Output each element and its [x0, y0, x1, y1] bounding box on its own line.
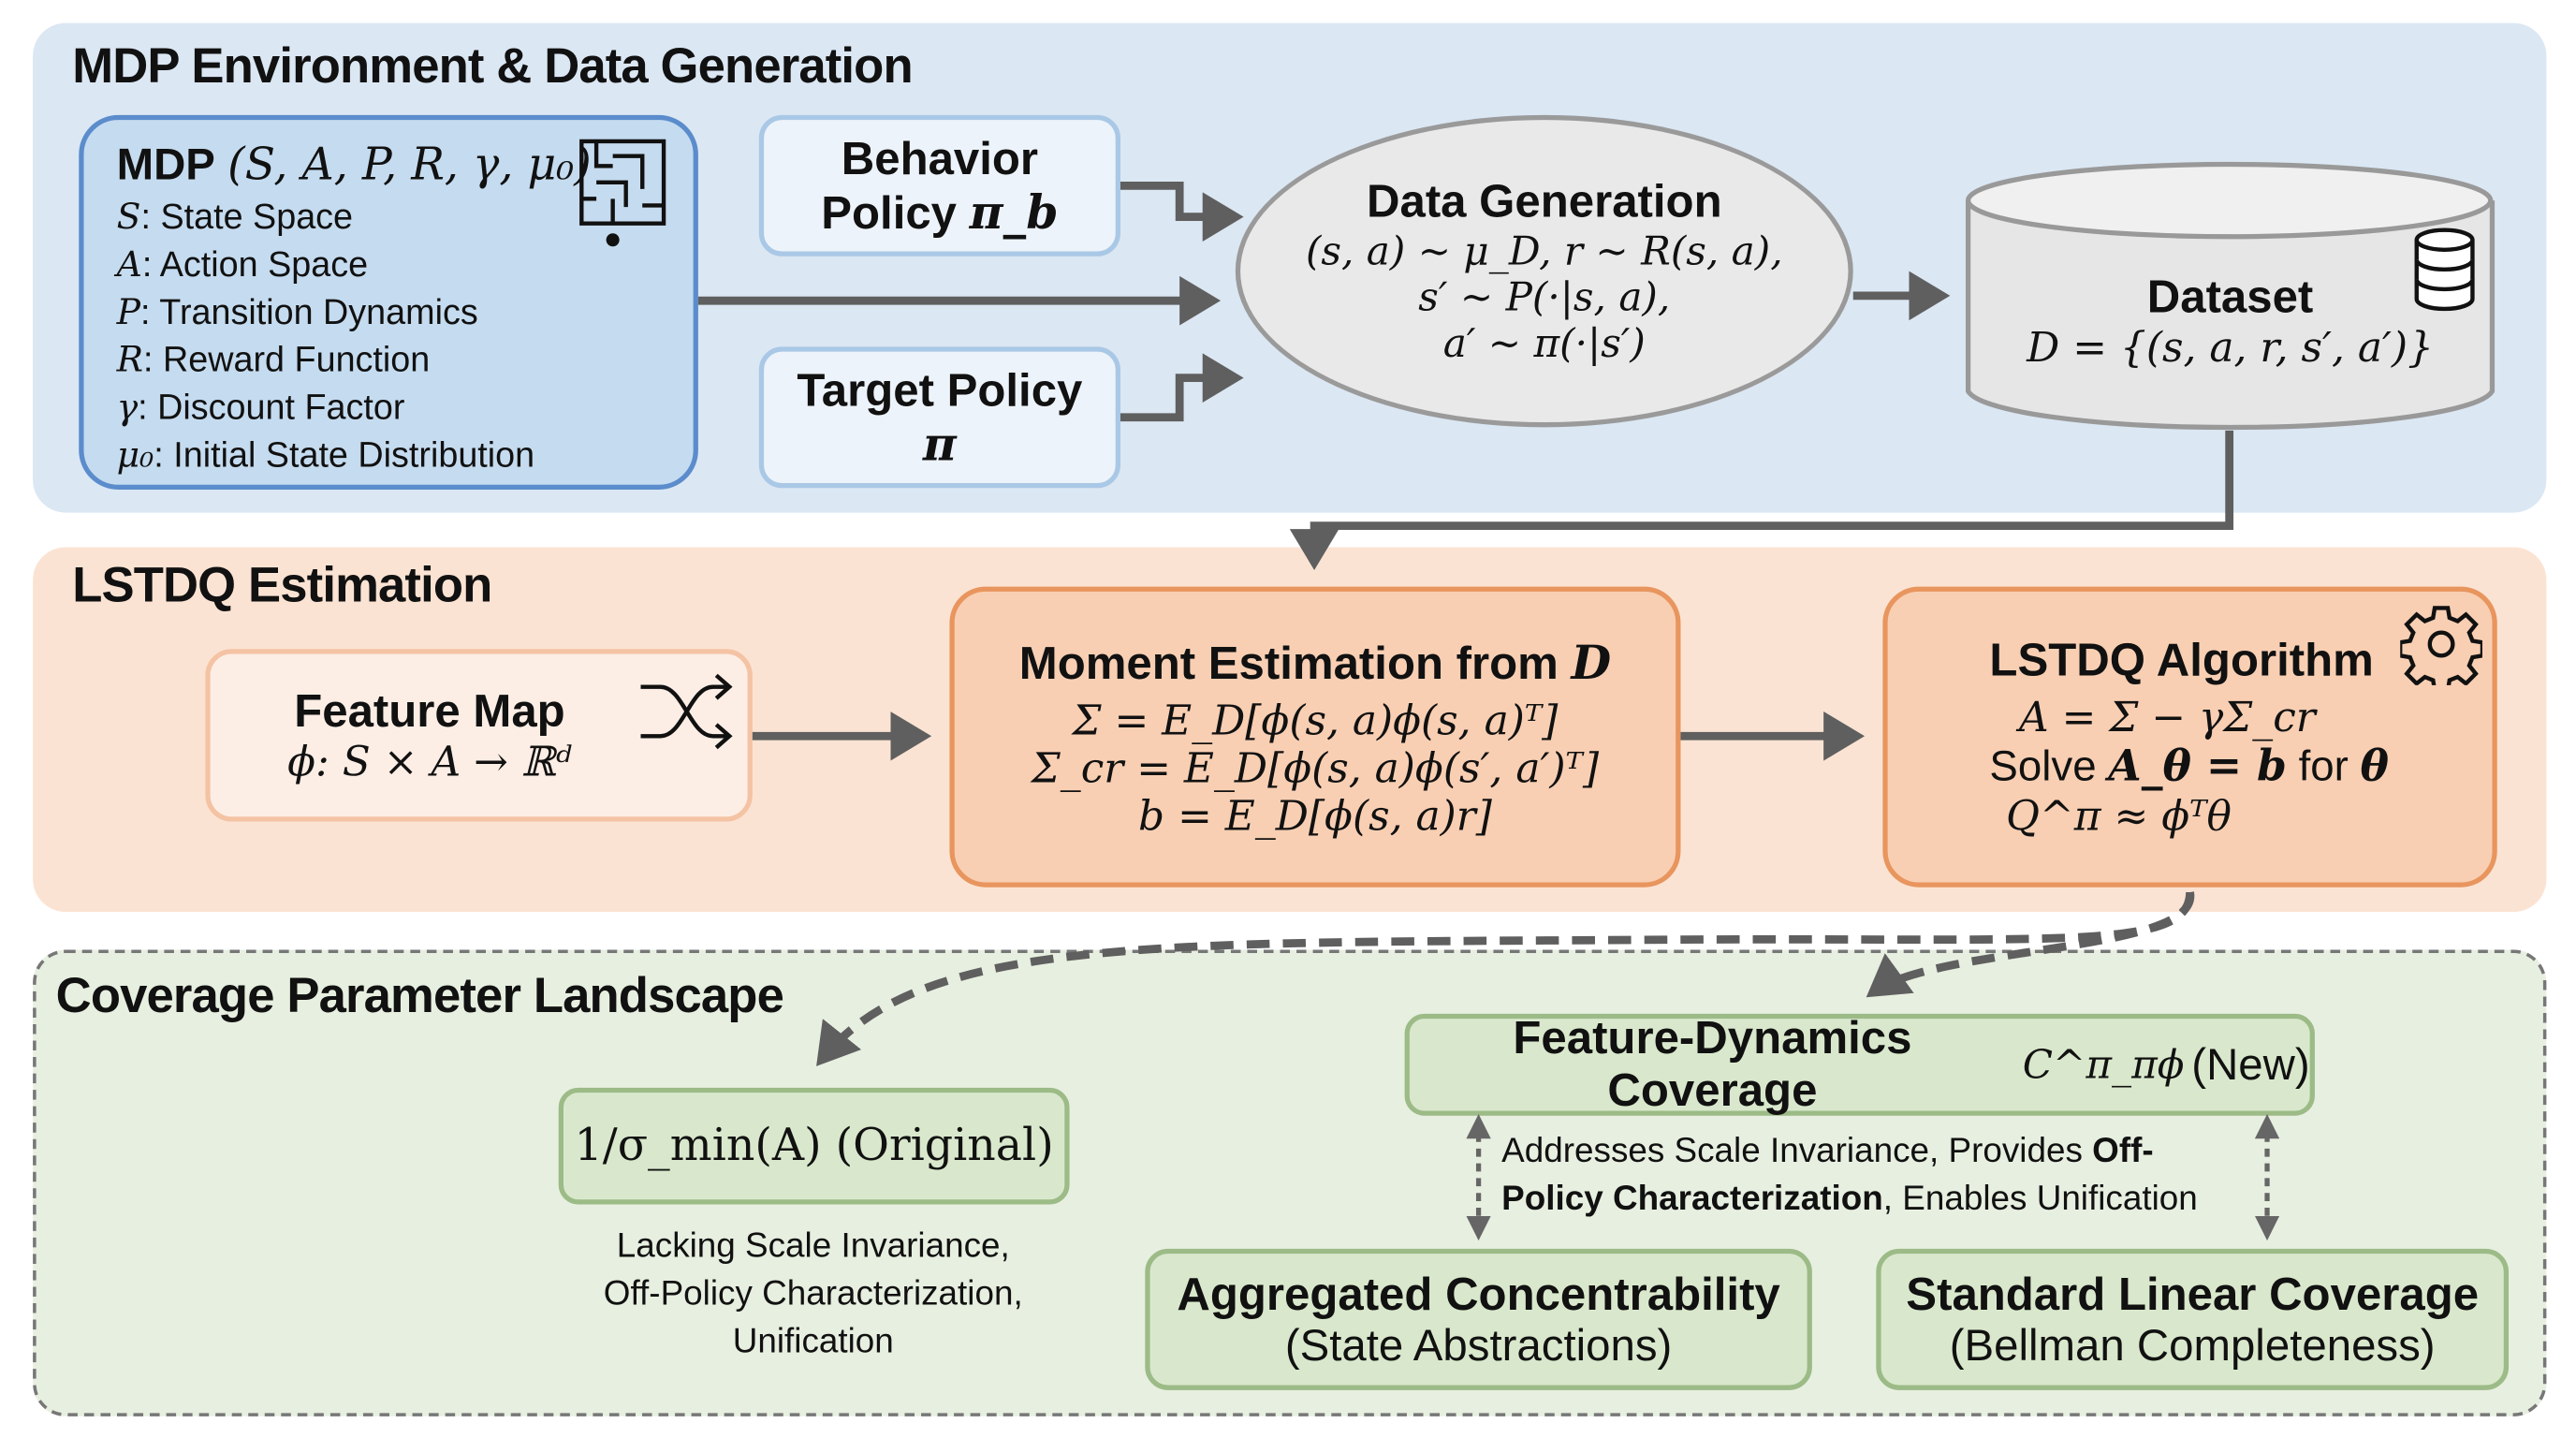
coverage-section-title: Coverage Parameter Landscape	[55, 969, 784, 1024]
note-line: Unification	[732, 1322, 894, 1361]
dataset-box: Dataset D = {(s, a, r, s′, a′)}	[1969, 246, 2493, 394]
moment-formula: Σ = E_D[ϕ(s, a)ϕ(s, a)ᵀ]	[1072, 696, 1559, 744]
shuffle-icon	[640, 673, 733, 750]
lstdq-algorithm-box: LSTDQ Algorithm A = Σ − γΣ_cr Solve A_θ …	[1882, 586, 2497, 888]
moment-formula: Σ_cr = E_D[ϕ(s, a)ϕ(s′, a′)ᵀ]	[1031, 743, 1600, 792]
behavior-policy-line1: Behavior	[841, 132, 1039, 183]
mdp-item-symbol: γ	[116, 388, 139, 430]
aggregated-concentrability-box: Aggregated Concentrability (State Abstra…	[1145, 1248, 1812, 1390]
mdp-item-label: : Transition Dynamics	[140, 292, 478, 332]
mdp-item-label: : Action Space	[141, 244, 369, 285]
feature-dynamics-note: Addresses Scale Invariance, Provides Off…	[1501, 1127, 2249, 1223]
dataset-formula: D = {(s, a, r, s′, a′)}	[2027, 322, 2435, 371]
aggregated-subtitle: (State Abstractions)	[1284, 1320, 1673, 1370]
behavior-policy-symbol: π_b	[969, 184, 1059, 240]
mdp-item-symbol: S	[116, 197, 141, 239]
behavior-policy-box: Behavior Policy π_b	[758, 114, 1120, 257]
lstdq-formula: A = Σ − γΣ_cr	[2019, 693, 2316, 741]
dataset-title: Dataset	[2146, 270, 2314, 322]
moment-estimation-box: Moment Estimation from D Σ = E_D[ϕ(s, a)…	[949, 586, 1681, 888]
mdp-section-title: MDP Environment & Data Generation	[72, 39, 913, 95]
note-bold: Off-Policy Characterization	[1501, 1132, 2154, 1218]
target-policy-label: Target Policy	[797, 363, 1083, 416]
standard-subtitle: (Bellman Completeness)	[1949, 1320, 2436, 1370]
mdp-box: MDP (S, A, P, R, γ, μ₀) S: State Space A:…	[79, 114, 698, 491]
original-coverage-note: Lacking Scale Invariance, Off-Policy Cha…	[542, 1223, 1084, 1366]
moment-formula: b = E_D[ϕ(s, a)r]	[1138, 791, 1492, 839]
original-coverage-box: 1/σ_min(A) (Original)	[558, 1087, 1070, 1205]
feature-map-title: Feature Map	[294, 684, 565, 737]
mdp-item: A: Action Space	[117, 242, 661, 289]
feature-dynamics-label: Feature-Dynamics Coverage	[1513, 1012, 1912, 1116]
mdp-item-label: : Initial State Distribution	[154, 435, 535, 476]
lstdq-title: LSTDQ Algorithm	[1989, 634, 2374, 685]
lstdq-theta: θ	[2360, 742, 2389, 792]
lstdq-solve: Solve	[1989, 741, 2097, 791]
mdp-item: R: Reward Function	[117, 337, 661, 385]
data-generation-line: (s, a) ~ μ_D, r ~ R(s, a),	[1305, 227, 1783, 275]
dashed-arrow-to-feature-dynamics	[1866, 891, 2194, 998]
target-policy-symbol: π	[922, 416, 957, 471]
maze-icon	[579, 139, 666, 247]
data-generation-line: s′ ~ P(·|s, a),	[1418, 274, 1671, 321]
feature-dynamics-coverage-box: Feature-Dynamics Coverage C^π_πϕ (New)	[1404, 1012, 2315, 1116]
mdp-item-label: : State Space	[140, 197, 354, 237]
mdp-item: μ₀: Initial State Distribution	[117, 433, 661, 480]
note-line: Lacking Scale Invariance,	[616, 1227, 1010, 1266]
arrow-dataset-to-moment	[1289, 430, 2234, 571]
mdp-item-symbol: P	[116, 292, 141, 334]
data-generation-ellipse: Data Generation (s, a) ~ μ_D, r ~ R(s, a…	[1235, 114, 1853, 428]
mdp-item-label: : Discount Factor	[138, 388, 405, 428]
moment-title: Moment Estimation from	[1018, 637, 1559, 688]
data-generation-title: Data Generation	[1366, 175, 1722, 227]
mdp-item: P: Transition Dynamics	[117, 289, 661, 337]
mdp-item-label: : Reward Function	[143, 340, 431, 380]
target-policy-box: Target Policy π	[758, 346, 1120, 489]
standard-linear-coverage-box: Standard Linear Coverage (Bellman Comple…	[1876, 1248, 2510, 1390]
feature-dynamics-symbol: C^π_πϕ	[2022, 1041, 2185, 1088]
original-coverage-label: 1/σ_min(A) (Original)	[574, 1120, 1054, 1172]
dashed-arrow-to-original	[816, 891, 2194, 1066]
mdp-item-symbol: R	[116, 340, 144, 382]
mdp-item-symbol: A	[116, 244, 142, 286]
mdp-item: γ: Discount Factor	[117, 385, 661, 433]
moment-title-symbol: D	[1571, 635, 1612, 690]
feature-map-formula: ϕ: S × A → ℝᵈ	[287, 738, 572, 785]
note-line: Off-Policy Characterization,	[603, 1274, 1023, 1313]
behavior-policy-line2: Policy	[821, 186, 958, 238]
standard-title: Standard Linear Coverage	[1906, 1268, 2480, 1319]
feature-dynamics-suffix: (New)	[2191, 1039, 2310, 1089]
arrow-behavior-to-datagen	[1120, 181, 1244, 242]
aggregated-title: Aggregated Concentrability	[1177, 1268, 1780, 1319]
mdp-tuple: (S, A, P, R, γ, μ₀)	[227, 139, 592, 191]
mdp-title: MDP	[116, 139, 215, 189]
lstdq-for: for	[2298, 741, 2349, 791]
lstdq-section-title: LSTDQ Estimation	[72, 558, 492, 613]
dataset-cylinder	[1965, 161, 2496, 431]
note-part: , Enables Unification	[1882, 1180, 2198, 1218]
arrow-target-to-datagen	[1120, 353, 1244, 422]
note-part: Addresses Scale Invariance, Provides	[1501, 1132, 2093, 1170]
lstdq-solve-eq: A_θ = b	[2108, 742, 2287, 792]
data-generation-line: a′ ~ π(·|s′)	[1442, 320, 1646, 367]
database-icon	[2414, 227, 2475, 312]
mdp-item-symbol: μ₀	[116, 435, 154, 477]
mdp-item: S: State Space	[117, 194, 661, 242]
lstdq-q-approx: Q^π ≈ ϕᵀθ	[2005, 791, 2232, 840]
gear-icon	[2400, 606, 2482, 685]
